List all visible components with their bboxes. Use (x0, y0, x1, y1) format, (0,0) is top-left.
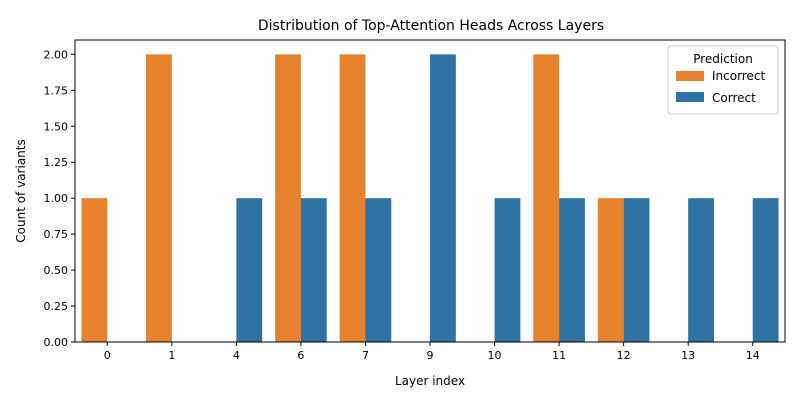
y-tick-label-0.50: 0.50 (44, 264, 69, 277)
bar-correct-layer-9 (430, 54, 456, 342)
bar-correct-layer-13 (688, 198, 714, 342)
y-tick-label-0.75: 0.75 (44, 228, 69, 241)
bar-incorrect-layer-11 (533, 54, 560, 342)
bar-incorrect-layer-6 (275, 54, 301, 342)
bar-correct-layer-14 (752, 198, 779, 342)
y-axis-label: Count of variants (14, 139, 28, 242)
bar-correct-layer-12 (623, 198, 650, 342)
legend-title: Prediction (693, 52, 753, 66)
x-axis: 0 1 4 6 7 9 10 11 12 13 14 (104, 342, 760, 362)
y-tick-label-1.25: 1.25 (44, 156, 69, 169)
bar-correct-layer-11 (559, 198, 585, 342)
bar-incorrect-layer-12 (597, 198, 624, 342)
y-tick-label-1.75: 1.75 (44, 84, 69, 97)
bar-correct-layer-4 (236, 198, 263, 342)
legend: Prediction Incorrect Correct (667, 45, 779, 115)
bar-correct-layer-10 (494, 198, 521, 342)
legend-swatch-correct (676, 92, 704, 102)
legend-swatch-incorrect (676, 71, 704, 81)
legend-label-incorrect: Incorrect (712, 69, 765, 83)
x-tick-label-11: 11 (552, 349, 566, 362)
x-tick-label-13: 13 (681, 349, 695, 362)
bar-correct-layer-7 (365, 198, 392, 342)
y-tick-label-1.00: 1.00 (44, 192, 69, 205)
bar-incorrect-layer-0 (81, 198, 108, 342)
x-tick-label-6: 6 (297, 349, 304, 362)
plot-frame (74, 39, 786, 343)
x-axis-label: Layer index (395, 374, 465, 388)
x-tick-label-14: 14 (746, 349, 760, 362)
bars-group (81, 54, 779, 342)
y-tick-label-1.50: 1.50 (44, 120, 69, 133)
x-tick-label-7: 7 (362, 349, 369, 362)
x-tick-label-10: 10 (488, 349, 502, 362)
bar-incorrect-layer-1 (146, 54, 172, 342)
x-tick-label-12: 12 (617, 349, 631, 362)
x-tick-label-4: 4 (233, 349, 240, 362)
y-tick-label-2.00: 2.00 (44, 48, 69, 61)
x-tick-label-0: 0 (104, 349, 111, 362)
x-tick-label-9: 9 (427, 349, 434, 362)
y-axis: 0.00 0.25 0.50 0.75 1.00 1.25 1.50 1.75 2.00 (44, 48, 75, 349)
y-tick-label-0.00: 0.00 (44, 336, 69, 349)
x-tick-label-1: 1 (168, 349, 175, 362)
legend-label-correct: Correct (712, 91, 756, 105)
bar-correct-layer-6 (300, 198, 327, 342)
bar-incorrect-layer-7 (339, 54, 366, 342)
chart-title: Distribution of Top-Attention Heads Acro… (258, 18, 604, 34)
y-tick-label-0.25: 0.25 (44, 300, 69, 313)
